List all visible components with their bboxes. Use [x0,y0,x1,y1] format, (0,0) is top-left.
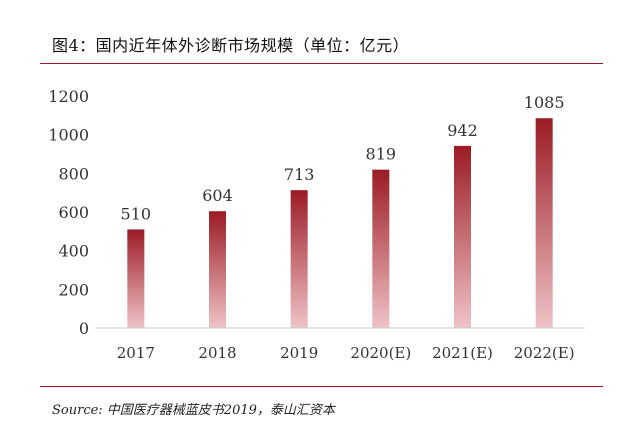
y-tick-label: 1200 [48,87,89,106]
data-label: 819 [366,145,397,164]
data-label: 942 [447,121,478,140]
x-tick-label: 2017 [117,344,155,362]
y-tick-label: 600 [58,203,89,222]
data-label: 510 [121,204,152,223]
y-tick-label: 400 [58,242,89,261]
bar-2021(E) [454,145,471,328]
figure-title: 图4：国内近年体外诊断市场规模（单位：亿元） [52,36,410,55]
y-tick-label: 0 [79,319,89,338]
bars [127,118,553,328]
bar-2019 [290,190,308,328]
top-rule [40,63,603,64]
x-tick-label: 2019 [280,344,318,362]
data-label: 1085 [524,93,565,112]
y-tick-label: 1000 [48,126,89,145]
bottom-rule [40,386,603,387]
source-note: Source: 中国医疗器械蓝皮书2019，泰山汇资本 [52,403,335,418]
x-tick-label: 2018 [198,344,236,362]
x-tick-label: 2021(E) [432,344,493,362]
bar-2020(E) [372,169,390,328]
data-label: 713 [284,165,315,184]
data-label: 604 [202,186,233,205]
x-tick-label: 2020(E) [350,344,411,362]
bar-2018 [209,211,226,328]
x-tick-label: 2022(E) [514,344,575,362]
data-labels: 510 604 713 819 942 1085 [121,93,565,223]
y-tick-label: 200 [58,280,89,299]
x-axis-labels: 2017 2018 2019 2020(E) 2021(E) 2022(E) [117,344,575,362]
bar-2022(E) [535,118,553,328]
y-tick-label: 800 [58,164,89,183]
y-axis-labels: 0 200 400 600 800 1000 1200 [48,87,89,338]
bar-2017 [127,229,145,328]
